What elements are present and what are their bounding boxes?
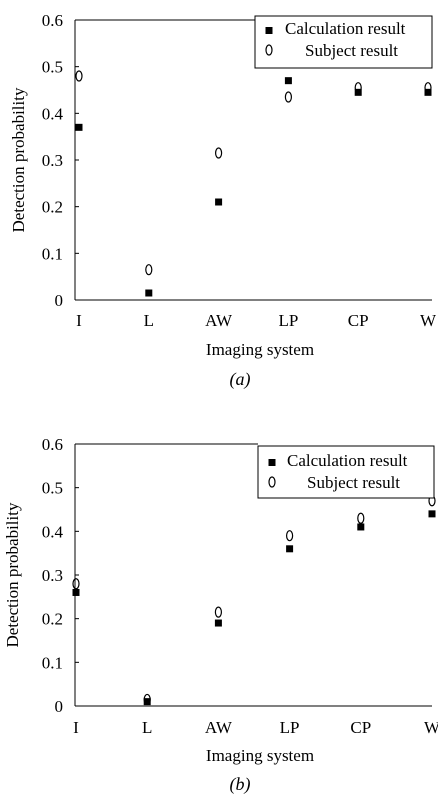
y-tick-label: 0.3: [42, 566, 63, 585]
x-tick-label: I: [73, 718, 79, 737]
legend-marker-subject: [265, 44, 273, 56]
legend-box: [254, 15, 433, 69]
subject-point: [354, 82, 362, 94]
calculation-point: [357, 523, 365, 531]
panel-label: (a): [230, 369, 251, 390]
subject-point: [72, 578, 80, 590]
calculation-point: [143, 698, 151, 706]
x-tick-label: LP: [280, 718, 300, 737]
subject-point: [143, 693, 151, 706]
legend-box: [257, 445, 435, 499]
legend-label-subject: Subject result: [307, 473, 400, 492]
legend-marker-calculation: [268, 459, 276, 466]
legend-label-subject: Subject result: [305, 41, 398, 60]
subject-point: [286, 530, 294, 542]
x-tick-label: AW: [205, 718, 233, 737]
calculation-point: [145, 289, 153, 297]
y-tick-label: 0.2: [42, 198, 63, 217]
panel-label: (b): [230, 774, 251, 795]
legend-label-calculation: Calculation result: [285, 19, 406, 38]
subject-point: [357, 512, 365, 524]
y-tick-label: 0.3: [42, 151, 63, 170]
calculation-point: [75, 123, 83, 131]
subject-point: [145, 264, 153, 276]
subject-point: [424, 82, 432, 94]
y-tick-label: 0.5: [42, 479, 63, 498]
calculation-point: [214, 619, 222, 627]
y-axis-label: Detection probability: [9, 87, 28, 232]
y-tick-label: 0: [55, 697, 64, 716]
y-tick-label: 0: [55, 291, 64, 310]
y-tick-label: 0.6: [42, 435, 63, 454]
chart-panel-a: 0 0.1 0.2 0.3 0.4 0.5 0.6 I L AW LP CP W Imaging syst…: [9, 11, 437, 390]
y-tick-label: 0.4: [42, 522, 64, 541]
x-tick-label: W: [424, 718, 438, 737]
calculation-point: [428, 510, 436, 518]
subject-point: [214, 606, 222, 618]
x-tick-label: I: [76, 311, 82, 330]
calculation-point: [286, 545, 294, 553]
chart-panel-b: 0 0.1 0.2 0.3 0.4 0.5 0.6 I L AW LP CP W Imaging syst…: [3, 435, 438, 795]
x-axis-label: Imaging system: [206, 746, 314, 765]
x-tick-label: CP: [350, 718, 371, 737]
subject-point: [75, 70, 83, 82]
calculation-point: [284, 77, 292, 85]
y-tick-label: 0.6: [42, 11, 63, 30]
legend-marker-subject: [268, 476, 276, 488]
x-axis-label: Imaging system: [206, 340, 314, 359]
subject-point: [215, 147, 223, 159]
x-tick-label: CP: [348, 311, 369, 330]
x-tick-label: LP: [278, 311, 298, 330]
calculation-point: [72, 588, 80, 596]
y-axis-label: Detection probability: [3, 502, 22, 647]
x-tick-label: AW: [205, 311, 233, 330]
y-tick-label: 0.5: [42, 58, 63, 77]
subject-point: [284, 91, 292, 103]
y-tick-label: 0.2: [42, 610, 63, 629]
x-tick-label: W: [420, 311, 437, 330]
legend-label-calculation: Calculation result: [287, 451, 408, 470]
x-tick-label: L: [144, 311, 154, 330]
calculation-point: [215, 198, 223, 206]
x-tick-label: L: [142, 718, 152, 737]
legend-marker-calculation: [265, 27, 273, 34]
y-tick-label: 0.4: [42, 104, 64, 123]
y-tick-label: 0.1: [42, 653, 63, 672]
y-tick-label: 0.1: [42, 244, 63, 263]
